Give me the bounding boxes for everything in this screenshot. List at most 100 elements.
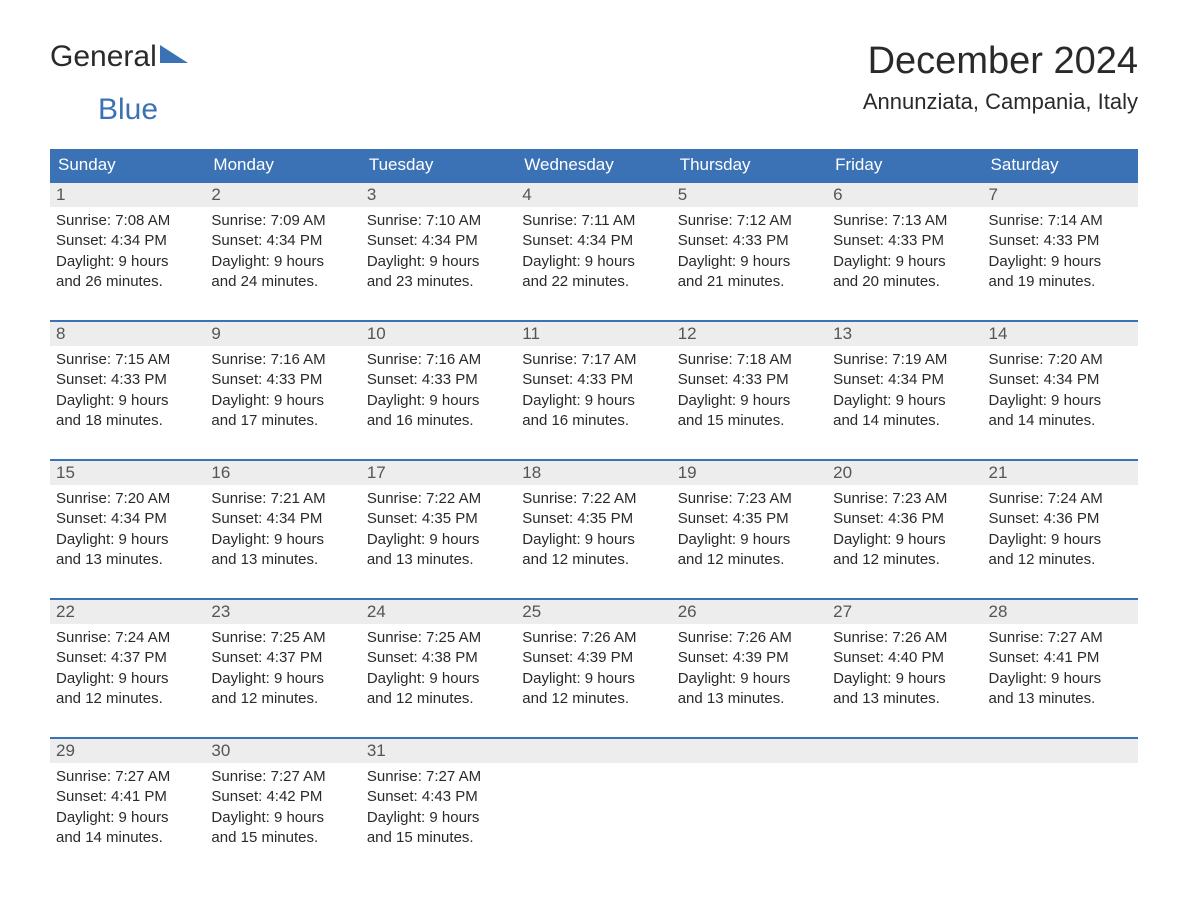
day-sunrise: Sunrise: 7:17 AM	[522, 350, 665, 370]
day-sunset: Sunset: 4:39 PM	[522, 648, 665, 668]
day-cell: 4Sunrise: 7:11 AMSunset: 4:34 PMDaylight…	[516, 183, 671, 298]
day-content: Sunrise: 7:21 AMSunset: 4:34 PMDaylight:…	[205, 485, 360, 576]
day-sunrise: Sunrise: 7:08 AM	[56, 211, 199, 231]
day-content: Sunrise: 7:16 AMSunset: 4:33 PMDaylight:…	[205, 346, 360, 437]
day-cell: 21Sunrise: 7:24 AMSunset: 4:36 PMDayligh…	[983, 461, 1138, 576]
day-sunset: Sunset: 4:33 PM	[678, 370, 821, 390]
day-day1: Daylight: 9 hours	[56, 808, 199, 828]
day-day2: and 12 minutes.	[678, 550, 821, 570]
dow-cell: Monday	[205, 149, 360, 181]
day-cell: 9Sunrise: 7:16 AMSunset: 4:33 PMDaylight…	[205, 322, 360, 437]
day-number: 19	[672, 461, 827, 485]
day-content: Sunrise: 7:23 AMSunset: 4:35 PMDaylight:…	[672, 485, 827, 576]
day-number: 31	[361, 739, 516, 763]
day-content: Sunrise: 7:27 AMSunset: 4:41 PMDaylight:…	[983, 624, 1138, 715]
day-day1: Daylight: 9 hours	[211, 808, 354, 828]
day-day1: Daylight: 9 hours	[56, 391, 199, 411]
day-sunset: Sunset: 4:41 PM	[989, 648, 1132, 668]
day-content: Sunrise: 7:24 AMSunset: 4:37 PMDaylight:…	[50, 624, 205, 715]
day-day2: and 15 minutes.	[367, 828, 510, 848]
day-content: Sunrise: 7:20 AMSunset: 4:34 PMDaylight:…	[50, 485, 205, 576]
week-row: 29Sunrise: 7:27 AMSunset: 4:41 PMDayligh…	[50, 737, 1138, 854]
day-content: Sunrise: 7:27 AMSunset: 4:43 PMDaylight:…	[361, 763, 516, 854]
logo-triangle-icon	[160, 45, 188, 63]
day-sunset: Sunset: 4:33 PM	[833, 231, 976, 251]
day-sunset: Sunset: 4:40 PM	[833, 648, 976, 668]
day-number: 7	[983, 183, 1138, 207]
day-day1: Daylight: 9 hours	[367, 808, 510, 828]
day-number: 21	[983, 461, 1138, 485]
day-day1: Daylight: 9 hours	[522, 252, 665, 272]
logo-text-general: General	[50, 40, 157, 74]
day-cell: 22Sunrise: 7:24 AMSunset: 4:37 PMDayligh…	[50, 600, 205, 715]
day-content	[672, 763, 827, 773]
week-row: 1Sunrise: 7:08 AMSunset: 4:34 PMDaylight…	[50, 181, 1138, 298]
day-sunset: Sunset: 4:37 PM	[56, 648, 199, 668]
day-sunset: Sunset: 4:37 PM	[211, 648, 354, 668]
day-day2: and 16 minutes.	[367, 411, 510, 431]
day-sunset: Sunset: 4:33 PM	[678, 231, 821, 251]
day-content: Sunrise: 7:26 AMSunset: 4:39 PMDaylight:…	[516, 624, 671, 715]
day-cell: 24Sunrise: 7:25 AMSunset: 4:38 PMDayligh…	[361, 600, 516, 715]
day-sunrise: Sunrise: 7:18 AM	[678, 350, 821, 370]
day-sunrise: Sunrise: 7:25 AM	[367, 628, 510, 648]
day-sunset: Sunset: 4:34 PM	[211, 509, 354, 529]
day-day2: and 19 minutes.	[989, 272, 1132, 292]
day-cell: 12Sunrise: 7:18 AMSunset: 4:33 PMDayligh…	[672, 322, 827, 437]
day-day1: Daylight: 9 hours	[833, 391, 976, 411]
day-number: 6	[827, 183, 982, 207]
day-day2: and 24 minutes.	[211, 272, 354, 292]
day-sunset: Sunset: 4:34 PM	[367, 231, 510, 251]
day-cell	[672, 739, 827, 854]
day-content: Sunrise: 7:24 AMSunset: 4:36 PMDaylight:…	[983, 485, 1138, 576]
day-sunrise: Sunrise: 7:25 AM	[211, 628, 354, 648]
day-day2: and 17 minutes.	[211, 411, 354, 431]
day-cell: 7Sunrise: 7:14 AMSunset: 4:33 PMDaylight…	[983, 183, 1138, 298]
day-sunrise: Sunrise: 7:20 AM	[56, 489, 199, 509]
day-sunset: Sunset: 4:34 PM	[522, 231, 665, 251]
dow-cell: Saturday	[983, 149, 1138, 181]
day-day2: and 12 minutes.	[833, 550, 976, 570]
day-number: 29	[50, 739, 205, 763]
location-text: Annunziata, Campania, Italy	[863, 89, 1138, 115]
day-number: 28	[983, 600, 1138, 624]
day-number: 13	[827, 322, 982, 346]
day-sunrise: Sunrise: 7:14 AM	[989, 211, 1132, 231]
day-sunrise: Sunrise: 7:23 AM	[833, 489, 976, 509]
day-cell: 31Sunrise: 7:27 AMSunset: 4:43 PMDayligh…	[361, 739, 516, 854]
dow-cell: Tuesday	[361, 149, 516, 181]
day-day1: Daylight: 9 hours	[522, 530, 665, 550]
day-cell: 14Sunrise: 7:20 AMSunset: 4:34 PMDayligh…	[983, 322, 1138, 437]
day-cell: 23Sunrise: 7:25 AMSunset: 4:37 PMDayligh…	[205, 600, 360, 715]
day-content: Sunrise: 7:18 AMSunset: 4:33 PMDaylight:…	[672, 346, 827, 437]
day-sunrise: Sunrise: 7:24 AM	[989, 489, 1132, 509]
day-sunset: Sunset: 4:33 PM	[56, 370, 199, 390]
day-sunset: Sunset: 4:35 PM	[367, 509, 510, 529]
day-day2: and 26 minutes.	[56, 272, 199, 292]
day-sunset: Sunset: 4:39 PM	[678, 648, 821, 668]
day-number: 5	[672, 183, 827, 207]
day-cell	[827, 739, 982, 854]
dow-cell: Sunday	[50, 149, 205, 181]
day-cell: 5Sunrise: 7:12 AMSunset: 4:33 PMDaylight…	[672, 183, 827, 298]
day-day1: Daylight: 9 hours	[833, 669, 976, 689]
day-cell: 25Sunrise: 7:26 AMSunset: 4:39 PMDayligh…	[516, 600, 671, 715]
day-sunrise: Sunrise: 7:13 AM	[833, 211, 976, 231]
day-day2: and 12 minutes.	[989, 550, 1132, 570]
day-number: 9	[205, 322, 360, 346]
week-row: 22Sunrise: 7:24 AMSunset: 4:37 PMDayligh…	[50, 598, 1138, 715]
logo: General	[50, 40, 188, 74]
day-day2: and 13 minutes.	[989, 689, 1132, 709]
day-content: Sunrise: 7:08 AMSunset: 4:34 PMDaylight:…	[50, 207, 205, 298]
day-cell: 6Sunrise: 7:13 AMSunset: 4:33 PMDaylight…	[827, 183, 982, 298]
day-cell: 11Sunrise: 7:17 AMSunset: 4:33 PMDayligh…	[516, 322, 671, 437]
day-day2: and 15 minutes.	[211, 828, 354, 848]
day-number: 20	[827, 461, 982, 485]
day-day1: Daylight: 9 hours	[522, 669, 665, 689]
day-content: Sunrise: 7:11 AMSunset: 4:34 PMDaylight:…	[516, 207, 671, 298]
day-cell: 17Sunrise: 7:22 AMSunset: 4:35 PMDayligh…	[361, 461, 516, 576]
day-day2: and 13 minutes.	[367, 550, 510, 570]
day-cell: 30Sunrise: 7:27 AMSunset: 4:42 PMDayligh…	[205, 739, 360, 854]
day-number: 18	[516, 461, 671, 485]
day-content: Sunrise: 7:23 AMSunset: 4:36 PMDaylight:…	[827, 485, 982, 576]
